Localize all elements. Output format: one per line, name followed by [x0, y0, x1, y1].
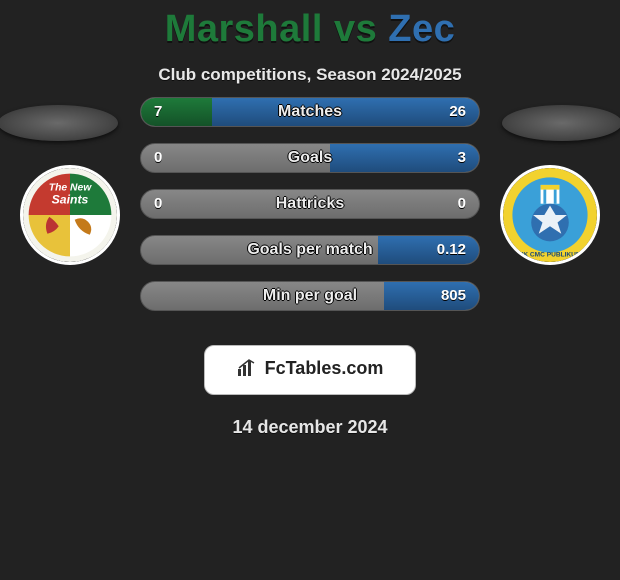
player1-spotlight	[0, 105, 118, 141]
stat-row: Hattricks00	[130, 189, 490, 219]
stat-track	[140, 97, 480, 127]
subtitle: Club competitions, Season 2024/2025	[0, 65, 620, 85]
player2-club-badge: NK CMC PUBLIKUM	[500, 165, 600, 265]
player1-side: The New Saints	[0, 97, 120, 337]
stat-row: Goals03	[130, 143, 490, 173]
stat-row: Goals per match0.12	[130, 235, 490, 265]
player1-name: Marshall	[165, 8, 323, 50]
stat-track	[140, 143, 480, 173]
player1-club-badge: The New Saints	[20, 165, 120, 265]
stat-fill-right	[384, 282, 479, 310]
title: Marshall vs Zec	[0, 8, 620, 51]
stat-fill-right	[330, 144, 479, 172]
player2-spotlight	[502, 105, 620, 141]
stat-track	[140, 189, 480, 219]
infographic-root: Marshall vs Zec Club competitions, Seaso…	[0, 0, 620, 438]
stat-bars: Matches726 Goals03 Hattricks00 Goals per ma…	[130, 97, 490, 327]
stat-track	[140, 235, 480, 265]
stat-fill-right	[378, 236, 479, 264]
stat-fill-right	[212, 98, 479, 126]
player2-side: NK CMC PUBLIKUM	[500, 97, 620, 337]
svg-text:NK CMC PUBLIKUM: NK CMC PUBLIKUM	[519, 251, 582, 258]
stat-fill-left	[141, 98, 212, 126]
stat-track	[140, 281, 480, 311]
svg-text:Saints: Saints	[52, 193, 89, 207]
brand-text: FcTables.com	[265, 358, 384, 378]
vs-separator: vs	[334, 8, 377, 50]
stats-arena: The New Saints NK CMC PUBLIKUM	[0, 97, 620, 337]
stat-row: Min per goal805	[130, 281, 490, 311]
date: 14 december 2024	[0, 417, 620, 438]
chart-icon	[237, 359, 259, 382]
player2-name: Zec	[388, 8, 455, 50]
stat-row: Matches726	[130, 97, 490, 127]
brand-box: FcTables.com	[204, 345, 417, 395]
